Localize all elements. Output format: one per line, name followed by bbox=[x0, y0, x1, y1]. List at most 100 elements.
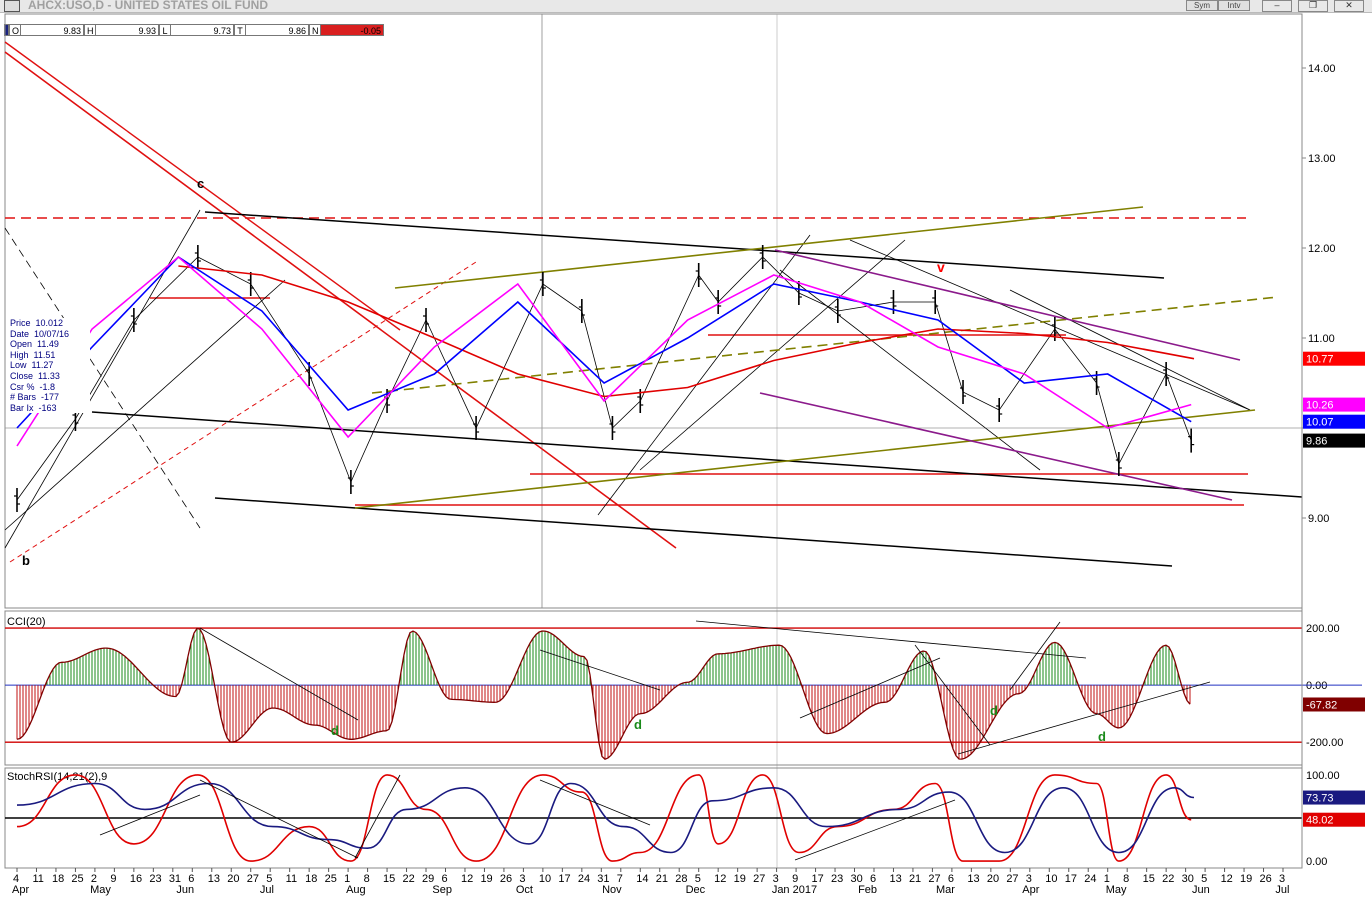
cci-trendline bbox=[957, 681, 1211, 755]
price-frame bbox=[4, 13, 1303, 609]
date-month-label: Jul bbox=[260, 884, 274, 896]
ohlc-open-value: 9.83 bbox=[21, 24, 84, 36]
date-tick-label: 11 bbox=[286, 873, 297, 885]
date-tick-label: 18 bbox=[52, 873, 64, 885]
date-tick-label: 30 bbox=[1182, 873, 1194, 885]
date-month-label: Aug bbox=[346, 884, 366, 896]
cci-tick-label: 200.00 bbox=[1306, 623, 1340, 635]
cci-value-tag bbox=[1303, 697, 1365, 712]
intv-button[interactable]: Intv bbox=[1218, 0, 1250, 11]
cci-trendline bbox=[799, 657, 941, 719]
date-tick-label: 13 bbox=[967, 873, 979, 885]
date-tick-label: 19 bbox=[480, 873, 492, 885]
date-tick-label: 27 bbox=[753, 873, 765, 885]
date-month-label: Sep bbox=[432, 884, 452, 896]
cursor-info-panel: Price 10.012 Date 10/07/16 Open 11.49 Hi… bbox=[10, 318, 90, 414]
olive-channel-bottom bbox=[354, 409, 1256, 509]
olive-dashed-mid bbox=[371, 296, 1279, 394]
red-downtrend-line bbox=[4, 51, 677, 549]
date-tick-label: 21 bbox=[909, 873, 921, 885]
minimize-icon[interactable]: – bbox=[1262, 0, 1292, 12]
date-tick-label: 3 bbox=[1026, 873, 1032, 885]
price-tag-label: 9.86 bbox=[1306, 436, 1327, 448]
date-tick-label: 25 bbox=[325, 873, 337, 885]
price-series-line bbox=[16, 256, 1192, 501]
date-month-label: Jun bbox=[176, 884, 194, 896]
date-month-label: Jul bbox=[1275, 884, 1289, 896]
ohlc-net-label: N bbox=[309, 24, 321, 36]
date-tick-label: 24 bbox=[1084, 873, 1096, 885]
date-tick-label: 15 bbox=[383, 873, 395, 885]
restore-icon[interactable]: ❐ bbox=[1298, 0, 1328, 12]
date-tick-label: 2 bbox=[91, 873, 97, 885]
info-date: Date 10/07/16 bbox=[10, 328, 70, 339]
price-tag-label: 10.07 bbox=[1306, 417, 1334, 429]
ema-blue-line bbox=[16, 255, 1192, 429]
sym-button[interactable]: Sym bbox=[1186, 0, 1218, 11]
ema-magenta-line bbox=[16, 255, 1192, 447]
date-tick-label: 9 bbox=[110, 873, 116, 885]
info-open: Open 11.49 bbox=[10, 339, 59, 350]
date-month-label: Nov bbox=[602, 884, 622, 896]
price-pane: 14.00 13.00 12.00 11.00 9.00 10.77 10.26 10.07 9… bbox=[4, 13, 1365, 868]
date-tick-label: 27 bbox=[928, 873, 940, 885]
date-tick-label: 15 bbox=[1143, 873, 1155, 885]
price-tick-label: 13.00 bbox=[1308, 153, 1336, 165]
black-channel-top bbox=[204, 211, 1165, 279]
ohlc-bar: O 9.83 H 9.93 L 9.73 T 9.86 N -0.05 bbox=[4, 24, 384, 36]
price-tag-label: 10.77 bbox=[1306, 354, 1334, 366]
stochrsi-value-tag bbox=[1303, 812, 1365, 827]
date-tick-label: 19 bbox=[734, 873, 746, 885]
close-icon[interactable]: ✕ bbox=[1334, 0, 1364, 12]
window-title: AHCX:USO,D - UNITED STATES OIL FUND bbox=[28, 0, 268, 12]
cci-trendline bbox=[1009, 621, 1061, 691]
ohlc-low-value: 9.73 bbox=[171, 24, 234, 36]
stochrsi-value-label: 73.73 bbox=[1306, 793, 1334, 805]
date-tick-label: 30 bbox=[851, 873, 863, 885]
black-fan-line bbox=[779, 269, 1041, 471]
price-tag-label: 10.26 bbox=[1306, 400, 1334, 412]
date-tick-label: 10 bbox=[1045, 873, 1057, 885]
purple-channel-bottom bbox=[759, 392, 1233, 501]
black-fan-line bbox=[639, 239, 906, 471]
price-tick-label: 9.00 bbox=[1308, 513, 1329, 525]
date-tick-label: 6 bbox=[188, 873, 194, 885]
date-tick-label: 5 bbox=[695, 873, 701, 885]
date-tick-label: 3 bbox=[519, 873, 525, 885]
window-titlebar: AHCX:USO,D - UNITED STATES OIL FUND Sym … bbox=[0, 0, 1372, 13]
date-tick-label: 6 bbox=[441, 873, 447, 885]
date-tick-label: 1 bbox=[1104, 873, 1110, 885]
date-tick-label: 19 bbox=[1240, 873, 1252, 885]
date-tick-label: 13 bbox=[208, 873, 220, 885]
date-tick-label: 11 bbox=[32, 873, 43, 885]
black-channel-mid bbox=[91, 411, 1303, 498]
stochrsi-value-tag bbox=[1303, 790, 1365, 805]
cci-tick-label: 0.00 bbox=[1306, 680, 1327, 692]
cci-label-d: d bbox=[634, 717, 642, 732]
price-tag-box bbox=[1303, 414, 1365, 429]
date-tick-label: 6 bbox=[948, 873, 954, 885]
date-tick-label: 1 bbox=[344, 873, 350, 885]
chart-window-icon[interactable] bbox=[4, 0, 20, 12]
info-barix: Bar Ix -163 bbox=[10, 402, 57, 413]
date-tick-label: 23 bbox=[149, 873, 161, 885]
date-tick-label: 17 bbox=[1065, 873, 1077, 885]
price-tick-label: 11.00 bbox=[1308, 333, 1335, 345]
date-tick-label: 20 bbox=[227, 873, 239, 885]
info-low: Low 11.27 bbox=[10, 360, 54, 371]
info-close: Close 11.33 bbox=[10, 370, 60, 381]
black-fan-line bbox=[597, 234, 811, 516]
black-channel-low bbox=[214, 497, 1173, 567]
cci-trendline bbox=[199, 627, 359, 721]
sma200-line bbox=[178, 265, 1195, 398]
date-tick-label: 31 bbox=[169, 873, 181, 885]
date-tick-label: 6 bbox=[870, 873, 876, 885]
info-csr: Csr % -1.8 bbox=[10, 381, 56, 392]
date-tick-label: 18 bbox=[305, 873, 317, 885]
date-tick-label: 5 bbox=[266, 873, 272, 885]
date-tick-label: 3 bbox=[773, 873, 779, 885]
date-tick-label: 24 bbox=[578, 873, 590, 885]
ohlc-open-label: O bbox=[9, 24, 21, 36]
purple-channel-top bbox=[774, 249, 1241, 361]
